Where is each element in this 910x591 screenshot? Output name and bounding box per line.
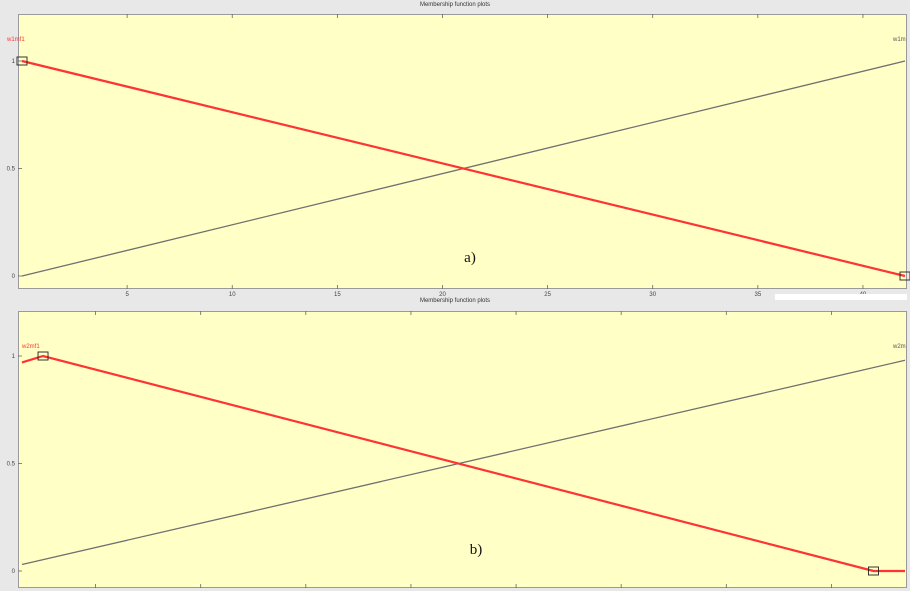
mf-handle-b[interactable] — [37, 351, 49, 361]
chart-title-a: Membership function plots — [419, 2, 491, 8]
mf-label-w2m: w2m — [892, 344, 906, 350]
y-tick-label-a: 0.5 — [7, 167, 16, 173]
x-tick-label-a: 30 — [649, 292, 656, 298]
mf-handle-b[interactable] — [868, 566, 879, 576]
white-strip — [775, 294, 907, 300]
y-tick-label-a: 0 — [12, 274, 16, 280]
series-line-w1mf1[interactable] — [21, 59, 906, 278]
x-tick-label-a: 10 — [229, 292, 236, 298]
x-tick-label-a: 25 — [544, 292, 551, 298]
x-tick-label-a: 20 — [439, 292, 446, 298]
x-tick-label-a: 35 — [754, 292, 761, 298]
subfigure-caption-a: a) — [464, 250, 476, 266]
x-tick-label-a: 15 — [334, 292, 341, 298]
y-tick-label-b: 1 — [12, 354, 16, 360]
chart-title-b: Membership function plots — [419, 298, 491, 304]
y-tick-label-b: 0.5 — [7, 462, 16, 468]
mf-label-w2mf1: w2mf1 — [21, 344, 40, 350]
y-tick-label-b: 0 — [12, 569, 16, 575]
mf-label-w1m: w1m — [892, 37, 906, 43]
series-line-w2m — [21, 359, 906, 566]
chart-panel-b: Membership function plots 1234567800.51w… — [0, 296, 910, 591]
mf-handle-a[interactable] — [899, 271, 910, 281]
subfigure-caption-b: b) — [470, 542, 483, 558]
chart-panel-a: Membership function plots 51015202530354… — [6, 2, 910, 298]
y-tick-label-a: 1 — [12, 59, 16, 65]
mf-label-w1mf1: w1mf1 — [6, 37, 25, 43]
mf-handle-a[interactable] — [16, 56, 28, 66]
series-line-w2mf1[interactable] — [21, 354, 905, 573]
plot-area-a[interactable] — [18, 14, 907, 289]
x-tick-label-a: 5 — [125, 292, 129, 298]
